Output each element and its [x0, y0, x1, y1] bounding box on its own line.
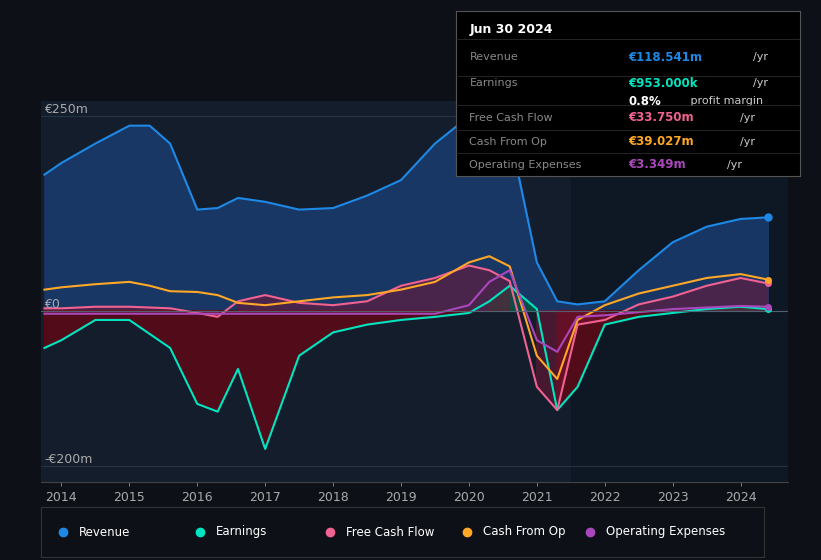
Text: €250m: €250m: [44, 104, 89, 116]
Text: €33.750m: €33.750m: [628, 111, 694, 124]
Text: Revenue: Revenue: [79, 525, 130, 539]
Text: -€200m: -€200m: [44, 453, 93, 466]
Text: Free Cash Flow: Free Cash Flow: [470, 113, 553, 123]
Text: Operating Expenses: Operating Expenses: [470, 160, 582, 170]
Text: 0.8%: 0.8%: [628, 95, 661, 108]
Text: /yr: /yr: [753, 53, 768, 63]
Text: Revenue: Revenue: [470, 53, 518, 63]
Text: /yr: /yr: [740, 113, 754, 123]
Text: Jun 30 2024: Jun 30 2024: [470, 23, 553, 36]
Text: €39.027m: €39.027m: [628, 135, 694, 148]
Text: /yr: /yr: [740, 137, 754, 147]
Text: €953.000k: €953.000k: [628, 77, 698, 90]
Text: /yr: /yr: [727, 160, 741, 170]
Text: Earnings: Earnings: [470, 78, 518, 88]
Text: profit margin: profit margin: [687, 96, 764, 106]
Text: Cash From Op: Cash From Op: [484, 525, 566, 539]
Text: Earnings: Earnings: [216, 525, 268, 539]
Text: €0: €0: [44, 297, 60, 311]
Text: Cash From Op: Cash From Op: [470, 137, 548, 147]
Text: Operating Expenses: Operating Expenses: [606, 525, 725, 539]
Text: €118.541m: €118.541m: [628, 51, 702, 64]
Text: €3.349m: €3.349m: [628, 158, 686, 171]
Text: /yr: /yr: [753, 78, 768, 88]
Text: Free Cash Flow: Free Cash Flow: [346, 525, 434, 539]
Bar: [571, 101, 788, 482]
